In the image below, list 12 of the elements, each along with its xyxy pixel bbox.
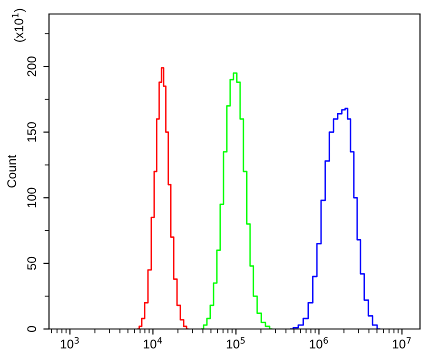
text: (x10$^{1}$) bbox=[12, 8, 26, 42]
x-tick-label: 10$^{4}$ bbox=[144, 337, 162, 349]
y-tick-label: 150 bbox=[27, 122, 36, 142]
y-tick-label: 0 bbox=[27, 326, 36, 332]
x-tick-label: 10$^{7}$ bbox=[392, 337, 411, 349]
y-tick-label: 200 bbox=[27, 56, 36, 76]
x-tick-label: 10$^{3}$ bbox=[60, 337, 79, 349]
y-tick-label: 100 bbox=[27, 188, 36, 208]
y-axis-title: Count bbox=[7, 154, 16, 188]
x-tick-label: 10$^{6}$ bbox=[310, 337, 328, 349]
x-tick-label: 10$^{5}$ bbox=[226, 337, 245, 349]
y-tick-label: 50 bbox=[27, 256, 36, 270]
